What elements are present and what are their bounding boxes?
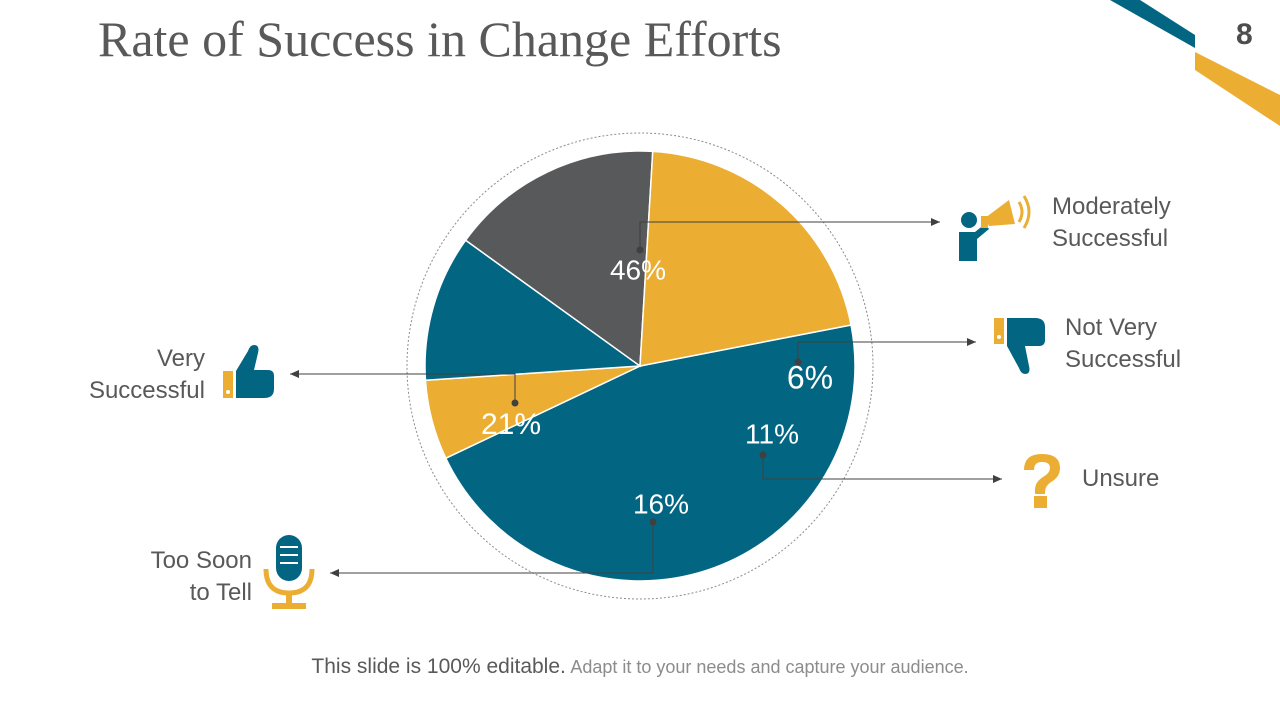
question-mark-icon (1024, 454, 1060, 508)
pie-outline-ring (406, 132, 874, 600)
pie-slice-unsure (424, 239, 643, 382)
footer: This slide is 100% editable. Adapt it to… (0, 655, 1280, 679)
pct-label-very-successful: 21% (481, 408, 541, 441)
connector-arrow-not-very-successful (967, 338, 976, 346)
connector-arrow-very-successful (290, 370, 299, 378)
connector-very-successful (290, 373, 516, 403)
pct-label-moderately-successful: 46% (610, 254, 666, 285)
pct-label-not-very-successful: 6% (787, 359, 833, 395)
connector-dot-too-soon-to-tell (649, 518, 657, 526)
connector-dot-moderately-successful (636, 246, 644, 254)
page-number: 8 (1236, 18, 1253, 51)
pct-label-too-soon-to-tell: 16% (633, 488, 689, 519)
footer-main-text: This slide is 100% editable. (311, 655, 566, 678)
connector-dot-not-very-successful (794, 358, 802, 366)
pie-slice-too-soon-to-tell (464, 150, 654, 368)
connector-not-very-successful (797, 341, 976, 362)
pct-label-unsure: 11% (745, 418, 799, 449)
label-unsure: Unsure (1082, 465, 1160, 492)
connector-dot-very-successful (511, 399, 519, 407)
label-moderately-successful: Moderately Successful (1052, 193, 1171, 252)
connector-unsure (762, 455, 1002, 480)
corner-decoration (1110, 0, 1280, 126)
slide-title: Rate of Success in Change Efforts (98, 11, 782, 67)
connector-dot-unsure (759, 451, 767, 459)
megaphone-person-icon (959, 195, 1031, 261)
footer-sub-text: Adapt it to your needs and capture your … (570, 657, 969, 677)
connector-arrow-moderately-successful (931, 218, 940, 226)
label-not-very-successful: Not Very Successful (1065, 314, 1182, 373)
connector-moderately-successful (639, 221, 940, 250)
thumbs-up-icon (223, 345, 274, 398)
thumbs-down-icon (994, 318, 1045, 374)
label-very-successful: Very Successful (88, 345, 205, 404)
label-too-soon-to-tell: Too Soon to Tell (150, 547, 252, 606)
connector-too-soon-to-tell (330, 522, 654, 574)
connector-arrow-too-soon-to-tell (330, 569, 339, 577)
microphone-icon (263, 535, 315, 609)
pie-slice-moderately-successful (444, 324, 856, 582)
pie-slice-very-successful (639, 150, 852, 367)
connector-arrow-unsure (993, 475, 1002, 483)
